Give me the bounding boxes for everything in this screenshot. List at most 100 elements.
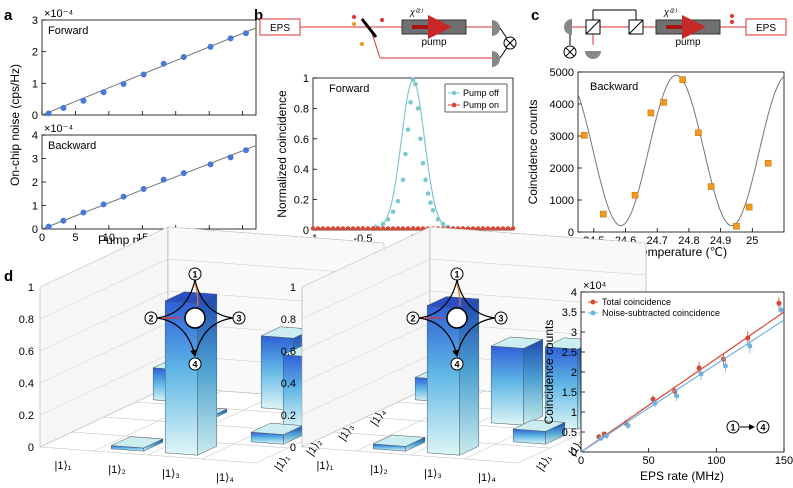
e-bar-top <box>490 336 544 349</box>
b-pump-on-point <box>320 226 326 231</box>
d-ztick-label: 1 <box>28 282 34 294</box>
d-ring <box>184 307 206 329</box>
d-waveguide <box>156 279 196 319</box>
b-pump-on-point <box>325 226 331 231</box>
e-ring <box>446 307 468 329</box>
a_backward-point <box>160 176 167 183</box>
e-ztick-label: 0 <box>290 442 296 454</box>
e-waveguide <box>456 279 496 319</box>
chart-f: 0 50 100 150 0 0.5 1 1.5 2 2.5 3 3.5 4 ×10⁴ Total coin… <box>542 280 793 483</box>
a_backward-xtick-label: 10 <box>103 232 115 244</box>
a_backward-point <box>207 161 214 168</box>
b-pump-off-point <box>440 221 446 227</box>
f-ytick-label: 1 <box>571 407 577 419</box>
f-point <box>776 300 782 306</box>
e-port-marker <box>494 311 508 325</box>
e-ztick-label: 0.6 <box>281 346 296 358</box>
d-port-label: 2 <box>148 314 153 324</box>
b-pump-off-point <box>395 198 401 204</box>
e-waveguide <box>418 279 458 319</box>
b-ytick-label: 0.2 <box>294 195 309 207</box>
d-ztick-label: 0.4 <box>19 378 34 390</box>
b-pump-on-point <box>335 226 341 231</box>
a_backward-ytick-label: 2 <box>32 177 38 189</box>
eps-label-c: EPS <box>756 23 776 34</box>
panel-label-a: a <box>4 7 13 24</box>
a_forward-point <box>140 71 147 78</box>
a_backward-point <box>120 193 127 200</box>
e-ztick-label: 0.4 <box>281 378 296 390</box>
panel-label-d: d <box>4 268 13 285</box>
detector-b2 <box>492 51 500 67</box>
b-pump-on-point <box>470 226 476 231</box>
f-xtick-label: 150 <box>775 455 793 467</box>
b-pump-on-point <box>500 226 506 231</box>
pump-label-b: pump <box>421 37 446 48</box>
b-pump-on-point <box>365 226 371 231</box>
d-port-label: 4 <box>192 360 197 370</box>
panel-label-b: b <box>254 7 263 24</box>
f-legend-label: Noise-subtracted coincidence <box>602 308 720 318</box>
schematic-c: χ⁽²⁾ pump EPS <box>563 7 787 59</box>
e-gridline <box>301 258 647 320</box>
b-pump-on-point <box>490 226 496 231</box>
c-ytick-label: 2000 <box>550 163 574 175</box>
a_forward-scale-label: ×10⁻⁴ <box>44 8 73 20</box>
b-pump-on-point <box>475 226 481 231</box>
a_backward-point <box>60 217 67 224</box>
b-legend-marker <box>451 102 457 108</box>
b-pump-on-point <box>375 226 381 231</box>
a_backward-point <box>242 147 249 154</box>
b-pump-on-point <box>380 226 386 231</box>
a_backward-ytick-label: 4 <box>32 130 38 142</box>
f-legend-marker <box>590 299 596 305</box>
e-port-label: 3 <box>498 314 503 324</box>
f-xtick-label: 50 <box>643 455 655 467</box>
a_backward-point <box>100 201 107 208</box>
f-point <box>598 435 604 441</box>
f-ytick-label: 3 <box>571 327 577 339</box>
b-pump-off-point <box>390 209 396 215</box>
d-waveguide <box>194 279 234 319</box>
f-point <box>603 433 609 439</box>
e-bar-top <box>512 419 566 432</box>
e-col-label: |1⟩₃ <box>424 468 442 480</box>
d-left-wall <box>39 226 169 448</box>
e-waveguide <box>418 317 460 358</box>
b-pump-on-point <box>505 226 511 231</box>
detector-c2 <box>585 51 601 59</box>
a_backward-point <box>140 186 147 193</box>
a_backward-fit-line <box>41 145 257 230</box>
chi2-label-c: χ⁽²⁾ <box>663 7 677 17</box>
f-point <box>722 363 728 369</box>
e-ztick-label: 0.2 <box>281 410 296 422</box>
e-gridline <box>301 290 647 352</box>
a_backward-point <box>180 170 187 177</box>
e-ztick-label: 1 <box>290 282 296 294</box>
d-output-beam <box>194 283 199 307</box>
c-ytick-label: 1000 <box>550 195 574 207</box>
c-point <box>707 183 715 190</box>
f-port-from-label: 1 <box>730 423 735 433</box>
detector-c1 <box>564 19 572 35</box>
b-pump-off-point <box>410 77 416 82</box>
b-pump-on-point <box>495 226 501 231</box>
a_forward-point <box>60 105 67 112</box>
b-pump-off-point <box>413 81 418 87</box>
d-port-label: 1 <box>192 270 197 280</box>
e-port-label: 1 <box>454 270 459 280</box>
c-point <box>647 109 655 117</box>
f-ytick-label: 3.5 <box>562 307 577 319</box>
f-point <box>696 365 702 371</box>
b-pump-off-point <box>435 217 441 222</box>
b-pump-on-point <box>405 226 411 231</box>
f-port-to <box>756 420 770 434</box>
b-pump-on-point <box>360 226 366 231</box>
schematic-b: EPS χ⁽²⁾ pump <box>259 7 517 67</box>
b-pump-off-point <box>425 191 431 196</box>
f-ylabel: Coincidence counts <box>542 320 556 425</box>
d-port-label: 3 <box>236 314 241 324</box>
b-pump-off-point <box>408 100 413 105</box>
b-legend-pump-off: Pump off <box>463 88 499 98</box>
